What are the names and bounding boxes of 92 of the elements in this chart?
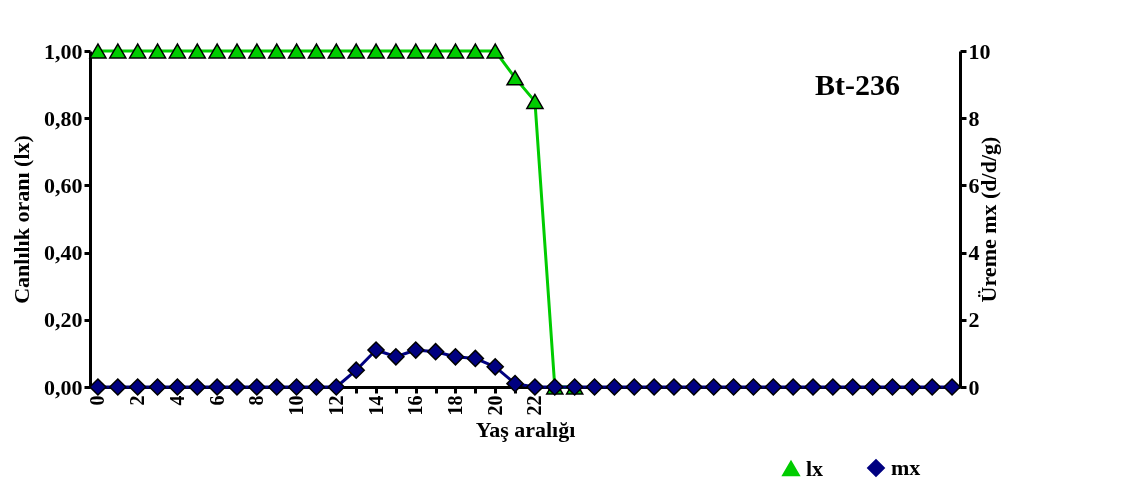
point xyxy=(287,378,306,396)
x-tick-label: 20 xyxy=(483,395,506,416)
point xyxy=(367,341,385,359)
x-tick-label: 10 xyxy=(285,395,308,416)
legend-label: mx xyxy=(891,455,921,481)
point xyxy=(148,378,167,396)
y2-tick-label: 10 xyxy=(968,38,991,64)
point xyxy=(347,361,365,380)
point xyxy=(387,43,405,59)
point xyxy=(665,378,683,396)
point xyxy=(89,378,107,396)
point xyxy=(267,43,286,59)
point xyxy=(267,378,286,396)
point xyxy=(287,43,306,59)
point xyxy=(605,378,624,396)
point xyxy=(625,378,644,396)
point xyxy=(804,378,822,396)
x-tick-label: 8 xyxy=(245,395,268,406)
y2-tick-label: 6 xyxy=(968,172,980,198)
x-tick-label: 12 xyxy=(324,395,347,416)
point xyxy=(923,378,941,396)
point xyxy=(327,378,346,396)
point xyxy=(764,378,783,396)
point xyxy=(526,93,544,110)
point xyxy=(784,378,802,396)
point xyxy=(248,378,266,396)
y2-tick-label: 8 xyxy=(968,105,980,131)
x-tick-label: 16 xyxy=(404,395,427,416)
point xyxy=(843,378,862,396)
point xyxy=(128,43,147,59)
x-tick-label: 4 xyxy=(165,395,188,406)
point xyxy=(526,378,544,396)
x-tick-label: 6 xyxy=(205,395,228,406)
y-axis-title: Canlılık oranı (lx) xyxy=(9,135,34,304)
point xyxy=(824,378,842,396)
point xyxy=(307,43,326,59)
point xyxy=(387,347,405,366)
point xyxy=(645,378,663,396)
point xyxy=(466,349,485,368)
point xyxy=(446,347,465,366)
x-tick-label: 14 xyxy=(364,395,387,416)
point xyxy=(704,378,723,396)
y-tick-label: 0,00 xyxy=(44,374,83,400)
point xyxy=(406,43,425,59)
y-tick-label: 1,00 xyxy=(44,38,83,64)
point xyxy=(367,43,385,59)
point xyxy=(744,378,763,396)
point xyxy=(228,378,246,396)
x-tick-label: 0 xyxy=(86,395,109,406)
annotation: Bt-236 xyxy=(815,68,900,101)
point xyxy=(863,378,882,396)
point xyxy=(248,43,266,59)
x-tick-label: 18 xyxy=(443,395,466,416)
point xyxy=(486,358,505,376)
point xyxy=(685,378,703,396)
point xyxy=(208,378,226,396)
point xyxy=(188,43,207,59)
point xyxy=(506,70,524,86)
point xyxy=(585,378,604,396)
point xyxy=(168,378,187,396)
x-axis-title: Yaş aralığı xyxy=(475,416,576,442)
point xyxy=(506,374,524,393)
point xyxy=(168,43,187,59)
y-tick-label: 0,80 xyxy=(44,105,83,131)
y2-tick-label: 2 xyxy=(968,307,980,333)
point xyxy=(943,378,961,396)
point xyxy=(883,378,902,396)
legend-label: lx xyxy=(806,455,824,481)
point xyxy=(446,43,465,59)
point xyxy=(188,378,207,396)
point xyxy=(109,378,127,396)
point xyxy=(148,43,167,59)
point xyxy=(208,43,226,59)
point xyxy=(426,342,445,361)
x-tick-label: 22 xyxy=(523,395,546,416)
point xyxy=(307,378,326,396)
point xyxy=(466,43,485,59)
point xyxy=(426,43,445,59)
point xyxy=(486,43,505,59)
point xyxy=(327,43,346,59)
point xyxy=(406,341,425,359)
y-tick-label: 0,20 xyxy=(44,307,83,333)
point xyxy=(347,43,365,59)
point xyxy=(109,43,127,59)
y-tick-label: 0,60 xyxy=(44,172,83,198)
point xyxy=(128,378,147,396)
point xyxy=(228,43,246,59)
point xyxy=(903,378,922,396)
point xyxy=(89,43,107,59)
x-tick-label: 2 xyxy=(126,395,149,406)
point xyxy=(724,378,743,396)
y-tick-label: 0,40 xyxy=(44,240,83,266)
